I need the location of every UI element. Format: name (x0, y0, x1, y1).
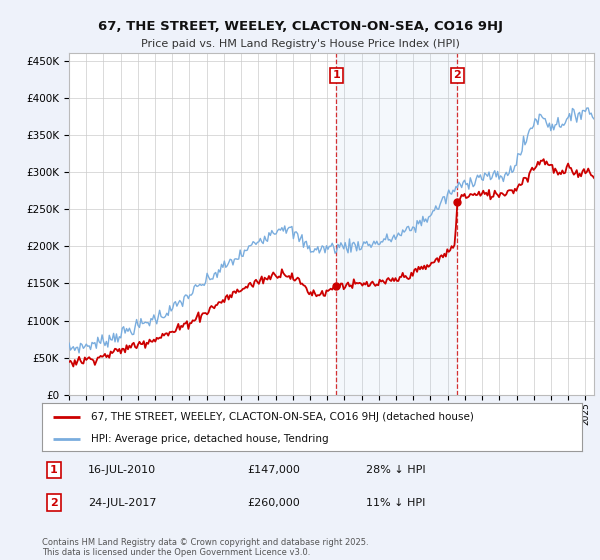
Text: 24-JUL-2017: 24-JUL-2017 (88, 498, 157, 507)
Bar (337, 53, 457, 395)
Text: 67, THE STREET, WEELEY, CLACTON-ON-SEA, CO16 9HJ: 67, THE STREET, WEELEY, CLACTON-ON-SEA, … (97, 20, 503, 32)
Text: 2: 2 (50, 498, 58, 507)
Text: £147,000: £147,000 (247, 465, 300, 475)
Text: 11% ↓ HPI: 11% ↓ HPI (366, 498, 425, 507)
Text: 2: 2 (454, 71, 461, 81)
Text: 28% ↓ HPI: 28% ↓ HPI (366, 465, 425, 475)
Text: 1: 1 (50, 465, 58, 475)
Text: 1: 1 (332, 71, 340, 81)
Text: Price paid vs. HM Land Registry's House Price Index (HPI): Price paid vs. HM Land Registry's House … (140, 39, 460, 49)
Text: 67, THE STREET, WEELEY, CLACTON-ON-SEA, CO16 9HJ (detached house): 67, THE STREET, WEELEY, CLACTON-ON-SEA, … (91, 412, 473, 422)
Text: HPI: Average price, detached house, Tendring: HPI: Average price, detached house, Tend… (91, 434, 328, 444)
Text: £260,000: £260,000 (247, 498, 300, 507)
Text: Contains HM Land Registry data © Crown copyright and database right 2025.
This d: Contains HM Land Registry data © Crown c… (42, 538, 368, 557)
Text: 16-JUL-2010: 16-JUL-2010 (88, 465, 156, 475)
